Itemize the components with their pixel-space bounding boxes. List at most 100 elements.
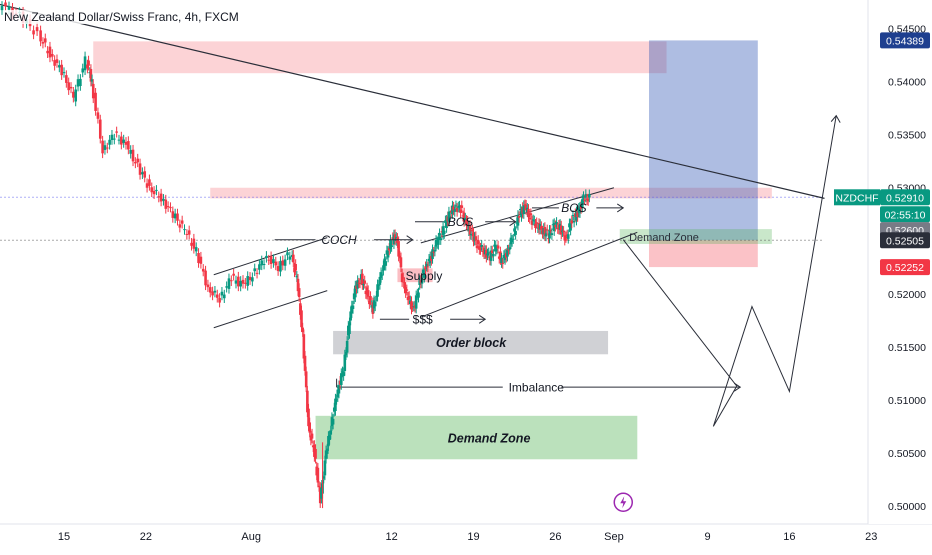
candle-body (108, 139, 111, 145)
candle-body (194, 247, 198, 252)
candle-body (230, 280, 233, 282)
candle-body (417, 292, 420, 298)
candle-body (41, 42, 45, 44)
candle-body (445, 219, 448, 229)
candle-body (232, 273, 235, 276)
candle-body (269, 256, 273, 265)
candle-body (288, 256, 292, 260)
candle-body (426, 266, 430, 268)
candle-body (362, 283, 365, 286)
candle-body (294, 264, 297, 271)
candle-body (342, 372, 345, 377)
candle-body (46, 50, 49, 54)
candle-body (55, 59, 59, 63)
candle-body (297, 288, 301, 298)
candle-body (543, 227, 547, 237)
candle-body (150, 187, 154, 193)
candle-body (501, 263, 505, 265)
target-zone (649, 40, 758, 241)
candle-body (368, 300, 371, 305)
candle-body (190, 242, 193, 246)
candle-body (176, 213, 179, 221)
candle-body (460, 205, 464, 208)
y-tick-label: 0.51500 (888, 342, 926, 354)
candle-body (152, 190, 156, 195)
demand-zone-large (315, 415, 638, 460)
candle-body (410, 301, 413, 310)
candle-body (113, 138, 116, 140)
candle-body (386, 250, 390, 258)
candle-body (81, 68, 85, 73)
y-tick-label: 0.54000 (888, 77, 926, 89)
candle-body (103, 145, 107, 150)
candle-body (258, 264, 261, 270)
candle-body (534, 223, 537, 229)
candle-body (351, 305, 355, 309)
candle-body (148, 179, 151, 186)
candle-body (496, 245, 500, 249)
candle-body (533, 220, 536, 222)
annotation-label: Supply (406, 269, 443, 283)
candle-body (506, 249, 509, 257)
zones-layer (93, 40, 772, 460)
candle-body (91, 83, 95, 99)
candle-body (380, 274, 384, 276)
y-tick-label: 0.52000 (888, 289, 926, 301)
candle-body (431, 249, 434, 259)
candle-body (527, 208, 530, 218)
candle-body (586, 198, 590, 202)
candle-body (281, 260, 285, 266)
candle-body (295, 275, 299, 278)
candle-body (143, 171, 147, 178)
candle-body (96, 112, 100, 119)
candle-body (166, 206, 170, 208)
candle-body (373, 301, 377, 307)
price-tag-label: 0.52252 (886, 262, 924, 274)
candle-body (222, 294, 226, 299)
candle-body (349, 311, 352, 321)
x-tick-label: 26 (549, 531, 561, 543)
candle-body (0, 5, 4, 11)
candle-body (578, 206, 582, 214)
candle-body (547, 238, 550, 240)
candle-body (583, 199, 586, 201)
candle-body (548, 229, 551, 239)
candle-body (329, 430, 333, 435)
candle-body (437, 237, 440, 245)
candle-body (511, 238, 515, 240)
candle-body (310, 433, 314, 439)
price-tag-label: 0.52910 (886, 192, 924, 204)
candle-body (303, 355, 307, 371)
candle-body (317, 485, 321, 487)
candle-body (581, 199, 584, 208)
x-tick-label: 19 (467, 531, 479, 543)
candle-body (559, 225, 563, 235)
candle-body (98, 119, 102, 139)
candle-body (180, 220, 184, 224)
candle-body (272, 259, 275, 263)
stop-zone (649, 240, 758, 268)
candle-body (499, 251, 502, 261)
order-block-zone (333, 330, 609, 355)
price-tag (880, 189, 930, 206)
candle-body (7, 6, 11, 10)
candle-body (514, 231, 517, 235)
candle-body (469, 234, 473, 236)
candle-body (576, 211, 579, 218)
candle-body (570, 220, 574, 224)
candle-body (492, 253, 495, 257)
candle-body (234, 280, 238, 284)
candle-body (145, 183, 149, 188)
candle-body (584, 194, 588, 198)
candle-body (508, 247, 512, 250)
candle-body (72, 91, 75, 98)
candle-body (490, 250, 494, 253)
candle-body (323, 460, 327, 476)
candle-body (420, 277, 424, 284)
candle-body (458, 205, 461, 208)
candle-body (83, 56, 87, 71)
candle-body (32, 30, 35, 35)
